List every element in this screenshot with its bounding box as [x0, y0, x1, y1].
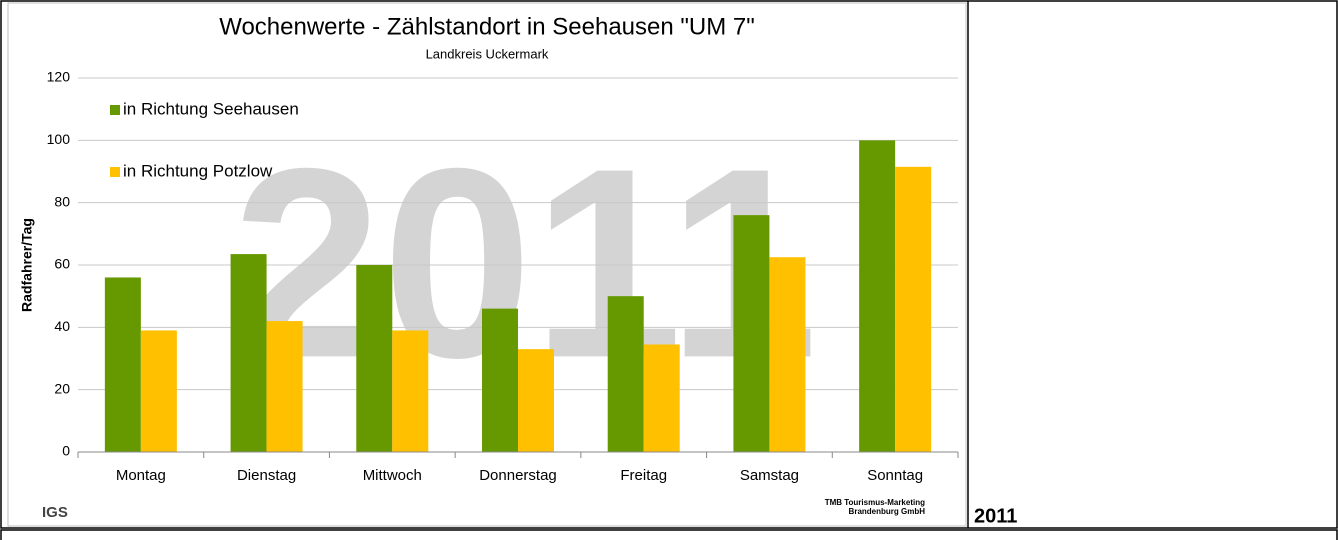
y-tick-label: 20 — [54, 380, 70, 396]
bar — [482, 308, 518, 452]
x-tick-label: Samstag — [740, 467, 799, 484]
bar — [230, 254, 267, 452]
bar — [104, 277, 141, 452]
y-tick-label: 100 — [47, 131, 71, 147]
bar — [392, 330, 429, 452]
bar — [769, 257, 806, 452]
chart-title: Wochenwerte - Zählstandort in Seehausen … — [219, 13, 755, 40]
x-tick-label: Dienstag — [237, 467, 296, 484]
x-tick-label: Donnerstag — [479, 467, 557, 484]
x-tick-label: Mittwoch — [363, 467, 422, 484]
bar — [607, 296, 644, 452]
y-tick-label: 40 — [54, 318, 70, 334]
x-tick-label: Sonntag — [867, 467, 923, 484]
logo-left: IGS — [42, 504, 68, 521]
legend-swatch — [110, 105, 120, 115]
bar — [518, 349, 554, 452]
bar — [356, 265, 393, 452]
bar — [266, 321, 303, 452]
chart-subtitle: Landkreis Uckermark — [426, 46, 549, 61]
x-tick-label: Freitag — [620, 467, 667, 484]
y-tick-label: 80 — [54, 193, 70, 209]
outer-frame — [0, 0, 1338, 529]
bar — [733, 215, 770, 452]
legend-label: in Richtung Seehausen — [123, 99, 299, 118]
side-label: 2011 — [974, 505, 1017, 527]
legend-swatch — [110, 167, 120, 177]
bar — [643, 344, 680, 452]
y-tick-label: 120 — [47, 69, 71, 85]
bar — [895, 166, 932, 452]
x-tick-label: Montag — [116, 467, 166, 484]
y-axis-title: Radfahrer/Tag — [19, 218, 35, 312]
logo-right-line: Brandenburg GmbH — [849, 507, 926, 516]
y-tick-label: 60 — [54, 256, 70, 272]
bar — [859, 140, 896, 453]
logo-right-line: TMB Tourismus-Marketing — [825, 498, 925, 507]
bar — [140, 330, 177, 452]
legend-label: in Richtung Potzlow — [123, 161, 273, 180]
next-row — [0, 529, 1338, 540]
y-tick-label: 0 — [62, 443, 70, 459]
